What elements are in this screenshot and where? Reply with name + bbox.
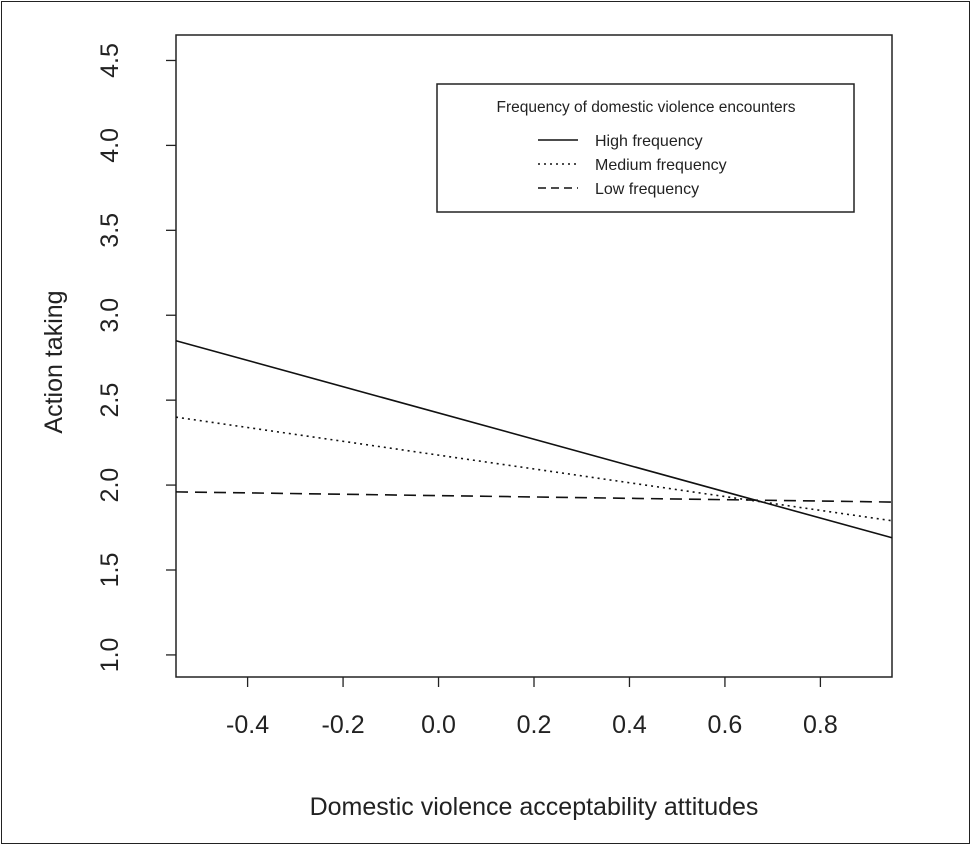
y-tick-label: 4.5 [96,43,124,78]
x-tick-label: 0.6 [708,711,743,739]
y-tick-label: 3.5 [96,213,124,248]
y-tick-label: 1.5 [96,553,124,588]
x-tick-label: -0.4 [226,711,269,739]
y-axis: 1.0 1.5 2.0 2.5 3.0 3.5 4.0 4.5 [96,43,176,672]
y-tick-label: 4.0 [96,128,124,163]
x-tick-label: -0.2 [322,711,365,739]
x-axis: -0.4 -0.2 0.0 0.2 0.4 0.6 0.8 [226,677,838,739]
x-tick-label: 0.2 [517,711,552,739]
legend-label: High frequency [595,133,703,150]
x-tick-label: 0.8 [803,711,838,739]
x-tick-label: 0.0 [421,711,456,739]
series-line-high-frequency [175,339,893,539]
series-lines [175,339,893,539]
y-tick-label: 1.0 [96,638,124,673]
y-tick-label: 2.0 [96,468,124,503]
legend-label: Medium frequency [595,157,727,174]
series-line-low-frequency [175,491,893,503]
series-line-medium-frequency [175,416,893,522]
x-axis-label: Domestic violence acceptability attitude… [310,793,759,821]
legend-title: Frequency of domestic violence encounter… [497,99,796,116]
x-tick-label: 0.4 [612,711,647,739]
y-tick-label: 3.0 [96,298,124,333]
y-axis-label: Action taking [40,290,68,433]
legend-label: Low frequency [595,181,699,198]
legend: Frequency of domestic violence encounter… [436,83,855,213]
y-tick-label: 2.5 [96,383,124,418]
legend-box [436,83,855,213]
